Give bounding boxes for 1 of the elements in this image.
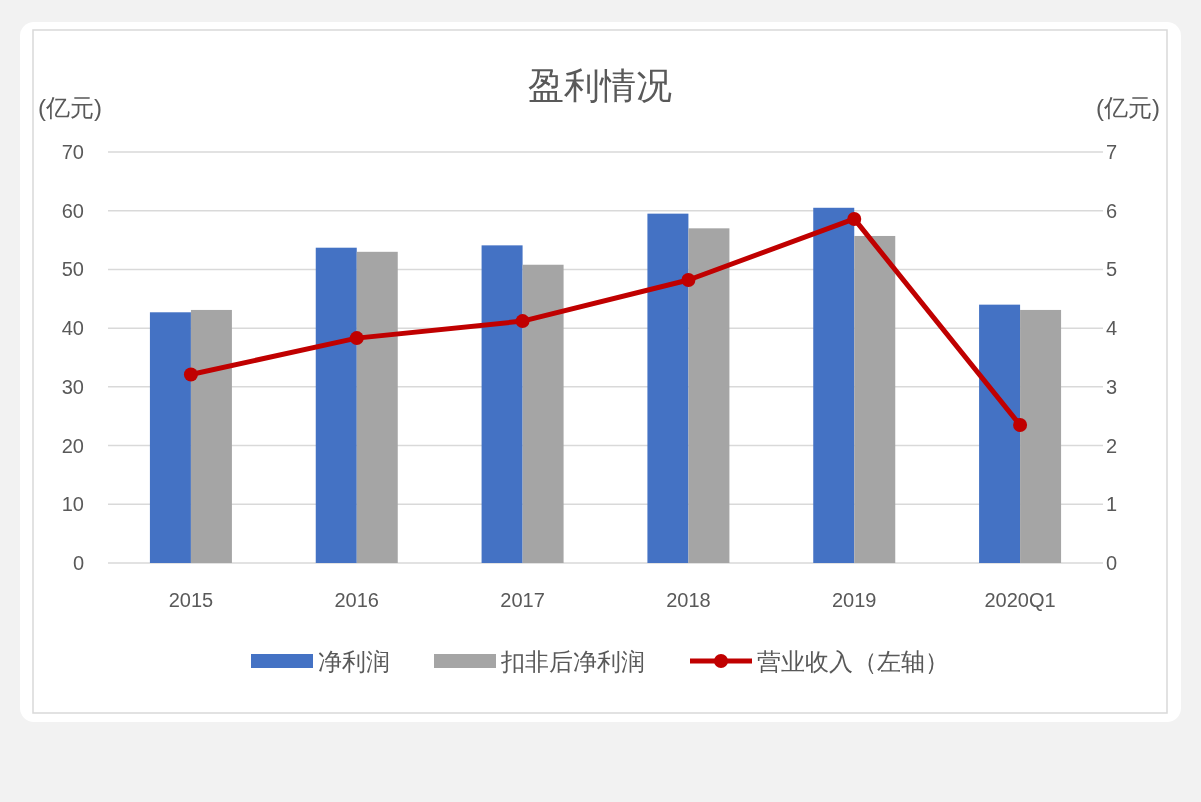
title: 盈利情况 <box>528 64 672 106</box>
